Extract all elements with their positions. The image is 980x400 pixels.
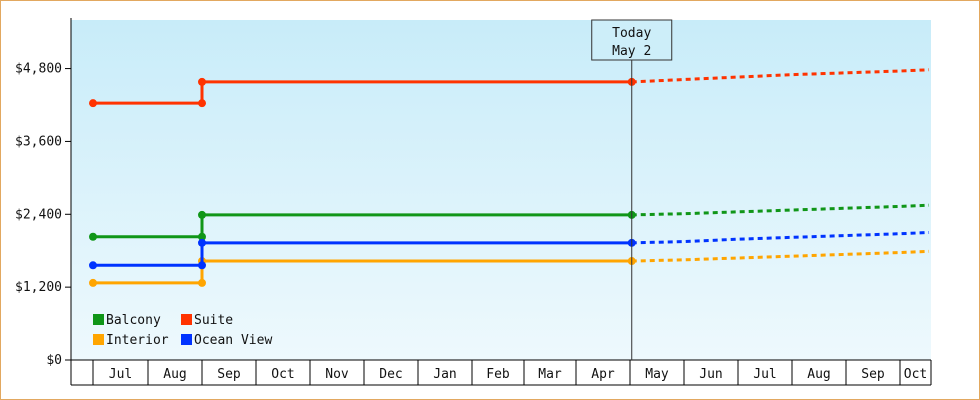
data-point: [198, 278, 206, 287]
x-month-label: Sep: [217, 367, 241, 382]
data-point: [198, 99, 206, 108]
y-tick-label: $3,600: [15, 134, 62, 149]
data-point: [89, 278, 97, 287]
series-line-ocean-view: [93, 241, 632, 267]
y-tick-label: $0: [46, 353, 62, 368]
x-month-label: May: [645, 367, 669, 382]
y-tick-label: $1,200: [15, 280, 62, 295]
today-date: May 2: [612, 44, 651, 59]
legend-swatch: [181, 334, 192, 345]
legend-label: Suite: [194, 313, 233, 328]
legend-swatch: [93, 314, 104, 325]
legend-swatch: [181, 314, 192, 325]
today-label: Today: [612, 26, 651, 41]
series-line-balcony: [93, 213, 632, 239]
series-line-interior: [93, 259, 632, 285]
x-month-label: Mar: [538, 367, 562, 382]
legend-label: Balcony: [106, 313, 161, 328]
x-month-label: Jul: [753, 367, 776, 382]
x-month-label: Aug: [163, 367, 186, 382]
x-month-label: Jun: [699, 367, 722, 382]
y-tick-label: $2,400: [15, 207, 62, 222]
data-point: [198, 261, 206, 270]
x-month-label: Sep: [861, 367, 885, 382]
today-box: [591, 19, 673, 61]
x-month-label: Apr: [591, 367, 615, 382]
legend-label: Ocean View: [194, 333, 272, 348]
y-tick-label: $4,800: [15, 62, 62, 77]
x-month-label: Dec: [379, 367, 402, 382]
plot-background: [71, 20, 931, 360]
data-point: [198, 210, 206, 219]
series-line-suite: [93, 80, 632, 105]
x-month-label: Jan: [433, 367, 456, 382]
legend-label: Interior: [106, 333, 169, 348]
legend-swatch: [93, 334, 104, 345]
data-point: [198, 238, 206, 247]
data-point: [89, 99, 97, 108]
data-point: [198, 232, 206, 241]
data-point: [89, 232, 97, 241]
data-point: [89, 261, 97, 270]
x-month-label: Oct: [271, 367, 294, 382]
x-month-label: Nov: [325, 367, 349, 382]
data-point: [198, 77, 206, 86]
x-month-label: Feb: [486, 367, 510, 382]
x-month-label: Aug: [807, 367, 830, 382]
x-month-label: Oct: [904, 367, 927, 382]
x-month-label: Jul: [109, 367, 132, 382]
